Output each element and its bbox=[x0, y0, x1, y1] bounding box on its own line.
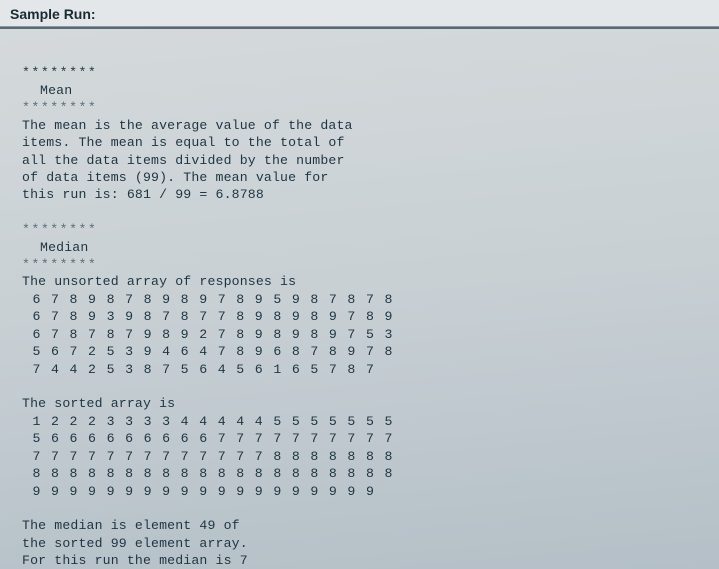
sorted-row: 1 2 2 2 3 3 3 3 4 4 4 4 4 5 5 5 5 5 5 5 bbox=[22, 414, 393, 429]
unsorted-row: 5 6 7 2 5 3 9 4 6 4 7 8 9 6 8 7 8 9 7 8 bbox=[22, 344, 393, 359]
separator: ******** bbox=[22, 65, 97, 80]
separator: ******** bbox=[22, 100, 97, 115]
mean-text-line: The mean is the average value of the dat… bbox=[22, 118, 353, 133]
mean-text-line: this run is: 681 / 99 = 6.8788 bbox=[22, 187, 264, 202]
sorted-heading: The sorted array is bbox=[22, 396, 175, 411]
median-result-line: the sorted 99 element array. bbox=[22, 536, 248, 551]
unsorted-row: 6 7 8 9 3 9 8 7 8 7 7 8 9 8 9 8 9 7 8 9 bbox=[22, 309, 393, 324]
mean-text-line: items. The mean is equal to the total of bbox=[22, 135, 345, 150]
median-result-line: For this run the median is 7 bbox=[22, 553, 248, 568]
mean-title: Mean bbox=[22, 83, 72, 98]
console-output: ******** Mean ******** The mean is the a… bbox=[0, 39, 719, 569]
sorted-row: 7 7 7 7 7 7 7 7 7 7 7 7 7 8 8 8 8 8 8 8 bbox=[22, 449, 393, 464]
page-container: Sample Run: ******** Mean ******** The m… bbox=[0, 0, 719, 569]
mean-text-line: of data items (99). The mean value for bbox=[22, 170, 328, 185]
sorted-row: 8 8 8 8 8 8 8 8 8 8 8 8 8 8 8 8 8 8 8 8 bbox=[22, 466, 393, 481]
unsorted-heading: The unsorted array of responses is bbox=[22, 274, 296, 289]
header-title: Sample Run: bbox=[10, 6, 96, 22]
median-title: Median bbox=[22, 240, 88, 255]
header-bar: Sample Run: bbox=[0, 0, 719, 27]
header-rule bbox=[0, 27, 719, 29]
mean-text-line: all the data items divided by the number bbox=[22, 153, 345, 168]
sorted-row: 9 9 9 9 9 9 9 9 9 9 9 9 9 9 9 9 9 9 9 bbox=[22, 484, 374, 499]
unsorted-row: 6 7 8 9 8 7 8 9 8 9 7 8 9 5 9 8 7 8 7 8 bbox=[22, 292, 393, 307]
unsorted-row: 7 4 4 2 5 3 8 7 5 6 4 5 6 1 6 5 7 8 7 bbox=[22, 362, 374, 377]
unsorted-row: 6 7 8 7 8 7 9 8 9 2 7 8 9 8 9 8 9 7 5 3 bbox=[22, 327, 393, 342]
separator: ******** bbox=[22, 257, 97, 272]
median-result-line: The median is element 49 of bbox=[22, 518, 240, 533]
separator: ******** bbox=[22, 222, 97, 237]
sorted-row: 5 6 6 6 6 6 6 6 6 6 7 7 7 7 7 7 7 7 7 7 bbox=[22, 431, 393, 446]
